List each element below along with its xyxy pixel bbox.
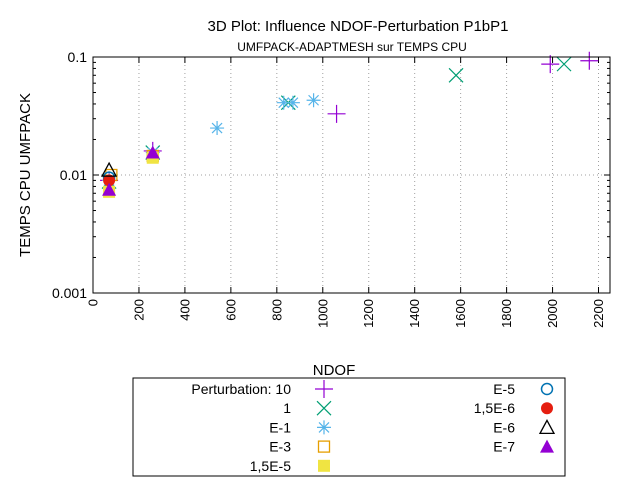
x-tick-label: 1400	[407, 299, 422, 328]
x-tick-label: 2200	[591, 299, 606, 328]
legend-marker	[541, 402, 553, 415]
legend-label: Perturbation: 10	[191, 381, 291, 397]
plot-points	[100, 51, 599, 198]
legend-marker	[317, 420, 331, 435]
data-point	[285, 95, 300, 110]
legend-marker	[540, 382, 554, 396]
data-point	[448, 67, 464, 83]
data-point	[102, 182, 117, 196]
data-point	[306, 93, 321, 108]
legend-marker	[315, 380, 333, 398]
legend-label: E-1	[269, 419, 291, 435]
legend-label: 1	[283, 400, 291, 416]
y-axis-ticks: 0.001 0.01 0.1	[52, 49, 610, 301]
data-point	[100, 161, 118, 177]
x-tick-label: 200	[131, 299, 146, 321]
legend-marker	[538, 419, 556, 435]
data-point	[145, 145, 160, 159]
legend-label: E-5	[493, 381, 515, 397]
x-tick-label: 1200	[361, 299, 376, 328]
data-point	[541, 55, 560, 74]
legend-label: 1,5E-5	[250, 458, 291, 474]
legend-marker	[316, 400, 332, 416]
legend-marker	[317, 440, 331, 453]
data-point	[103, 174, 116, 187]
legend-label: E-7	[493, 439, 515, 455]
legend-label: E-3	[269, 439, 291, 455]
y-axis-label: TEMPS CPU UMFPACK	[17, 93, 34, 257]
chart-subtitle: UMFPACK-ADAPTMESH sur TEMPS CPU	[237, 40, 467, 54]
x-axis-label: NDOF	[313, 362, 356, 379]
x-tick-label: 0	[86, 299, 101, 306]
legend-marker	[540, 439, 554, 453]
x-tick-label: 1000	[315, 299, 330, 328]
x-tick-label: 400	[177, 299, 192, 321]
x-tick-label: 1800	[499, 299, 514, 328]
data-point	[580, 51, 599, 70]
legend-label: E-6	[493, 419, 515, 435]
data-point	[327, 104, 346, 123]
data-point	[276, 95, 291, 110]
data-point	[556, 56, 572, 72]
legend-box	[132, 377, 566, 477]
grid	[93, 57, 610, 293]
plot-frame	[92, 56, 611, 294]
x-tick-label: 1600	[453, 299, 468, 328]
legend-marker	[318, 459, 330, 472]
y-tick-label: 0.1	[68, 49, 88, 65]
x-tick-label: 2000	[545, 299, 560, 328]
data-point	[210, 121, 225, 136]
legend: Perturbation: 10 1 E-1 E-3 1,5E-5 E-5 1,5E-6 E-…	[191, 380, 556, 474]
y-tick-label: 0.01	[60, 167, 87, 183]
x-tick-label: 800	[269, 299, 284, 321]
x-axis-ticks: 0 200 400 600 800 1000 1200 1400 1600 1800 2000 220…	[86, 57, 606, 328]
chart-title: 3D Plot: Influence NDOF-Perturbation P1b…	[208, 18, 509, 35]
legend-label: 1,5E-6	[474, 400, 515, 416]
y-tick-label: 0.001	[52, 285, 87, 301]
chart-title-group: 3D Plot: Influence NDOF-Perturbation P1b…	[208, 18, 509, 54]
x-tick-label: 600	[223, 299, 238, 321]
